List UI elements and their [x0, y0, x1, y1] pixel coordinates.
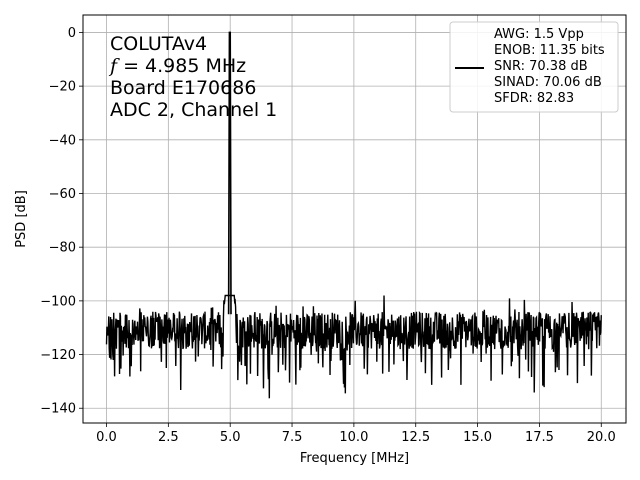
- annotation-frequency: f = 4.985 MHz: [108, 55, 246, 77]
- x-tick-label: 7.5: [282, 430, 303, 445]
- axis-ticks: 0.0 2.5 5.0 7.5 10.0 12.5 15.0 17.5 20.0 0 −20 −40 −…: [40, 26, 615, 445]
- legend-entry-snr: SNR: 70.38 dB: [494, 59, 588, 74]
- x-tick-label: 2.5: [158, 430, 179, 445]
- y-tick-label: −100: [40, 294, 76, 309]
- annotation-board: Board E170686: [110, 77, 256, 99]
- y-tick-label: −140: [40, 402, 76, 417]
- y-tick-label: −80: [49, 241, 76, 256]
- y-tick-label: −60: [49, 187, 76, 202]
- y-axis-label: PSD [dB]: [14, 190, 29, 248]
- y-tick-label: −120: [40, 348, 76, 363]
- psd-series: [105, 31, 602, 399]
- chart-annotation: COLUTAv4 f = 4.985 MHz Board E170686 ADC…: [108, 33, 277, 121]
- legend-box: [449, 21, 619, 113]
- legend: AWG: 1.5 Vpp ENOB: 11.35 bits SNR: 70.38…: [449, 21, 619, 113]
- x-tick-label: 10.0: [339, 430, 368, 445]
- annotation-channel: ADC 2, Channel 1: [110, 99, 277, 121]
- y-tick-label: −20: [49, 80, 76, 95]
- y-tick-label: 0: [68, 26, 76, 41]
- legend-entry-enob: ENOB: 11.35 bits: [494, 43, 605, 58]
- plot-frame: [82, 14, 627, 424]
- legend-entry-awg: AWG: 1.5 Vpp: [494, 27, 584, 42]
- x-tick-label: 0.0: [96, 430, 117, 445]
- x-tick-label: 5.0: [220, 430, 241, 445]
- y-tick-label: −40: [49, 133, 76, 148]
- legend-entry-sinad: SINAD: 70.06 dB: [494, 75, 602, 90]
- x-tick-label: 15.0: [463, 430, 492, 445]
- psd-signal-peak: [227, 31, 232, 315]
- psd-noise-trace: [105, 294, 602, 399]
- x-tick-label: 20.0: [587, 430, 616, 445]
- x-tick-label: 17.5: [525, 430, 554, 445]
- annotation-device: COLUTAv4: [110, 33, 207, 55]
- legend-entry-sfdr: SFDR: 82.83: [494, 91, 574, 106]
- x-tick-label: 12.5: [401, 430, 430, 445]
- x-axis-label: Frequency [MHz]: [300, 451, 409, 466]
